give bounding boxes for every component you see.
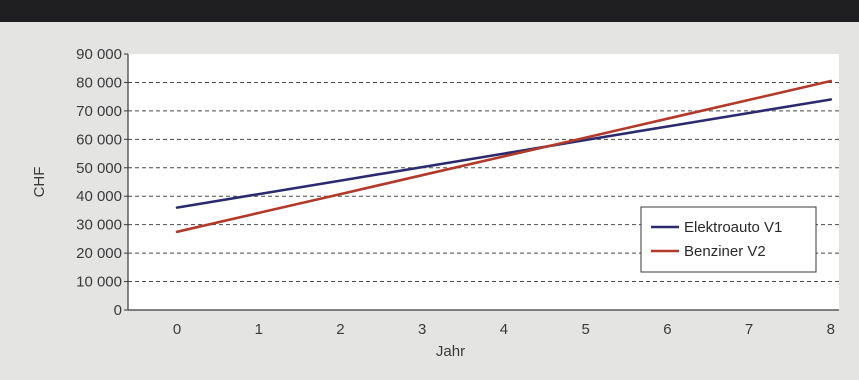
- legend-box: [640, 206, 817, 273]
- y-tick-labels: 0 10 000 20 000 30 000 40 000 50 000 60 000 70 …: [76, 46, 122, 319]
- y-tick-label: 40 000: [76, 188, 122, 205]
- y-tick-label: 50 000: [76, 160, 122, 177]
- legend-label-benziner: Benziner V2: [684, 243, 766, 260]
- x-tick-label: 8: [827, 321, 835, 338]
- x-tick-label: 6: [663, 321, 671, 338]
- x-tick-label: 7: [745, 321, 753, 338]
- series-lines: [175, 79, 833, 234]
- legend: Elektroauto V1 Benziner V2: [640, 206, 817, 273]
- series-line-benziner: [175, 79, 833, 234]
- legend-label-elektroauto: Elektroauto V1: [684, 219, 782, 236]
- y-tick-label: 10 000: [76, 274, 122, 291]
- series-line-elektroauto: [175, 98, 833, 209]
- y-tick-label: 70 000: [76, 103, 122, 120]
- y-tick-label: 20 000: [76, 245, 122, 262]
- axes: [124, 53, 839, 311]
- x-tick-label: 3: [418, 321, 426, 338]
- y-tick-label: 30 000: [76, 217, 122, 234]
- x-tick-label: 5: [581, 321, 589, 338]
- x-axis-title: Jahr: [436, 343, 465, 360]
- y-tick-label: 0: [114, 302, 122, 319]
- y-axis-title: CHF: [31, 167, 48, 198]
- x-tick-label: 2: [336, 321, 344, 338]
- x-tick-label: 1: [255, 321, 263, 338]
- x-tick-label: 0: [173, 321, 181, 338]
- y-tick-label: 90 000: [76, 46, 122, 63]
- top-bar: [0, 0, 859, 22]
- x-tick-labels: 0 1 2 3 4 5 6 7 8: [173, 321, 835, 338]
- y-tick-label: 60 000: [76, 131, 122, 148]
- y-tick-label: 80 000: [76, 74, 122, 91]
- x-tick-label: 4: [500, 321, 508, 338]
